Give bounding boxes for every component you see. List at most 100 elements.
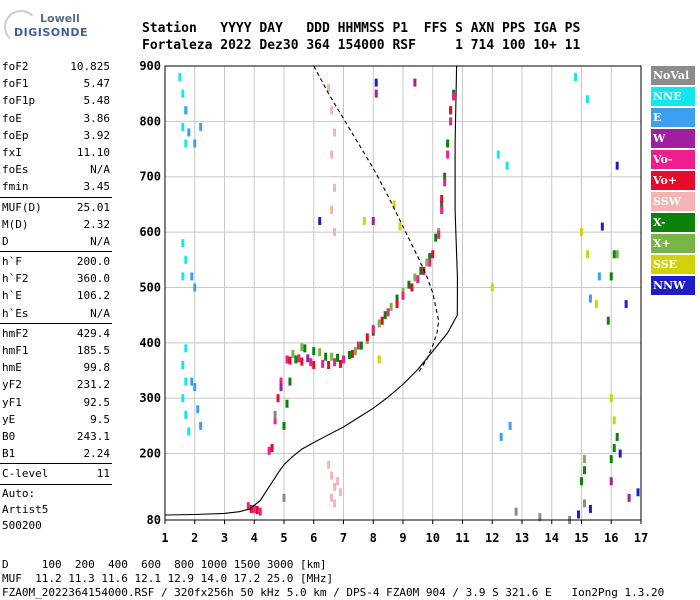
data-point-x	[312, 347, 316, 356]
param-divider	[0, 483, 112, 485]
data-point-vo	[276, 394, 280, 403]
data-point-vo	[300, 357, 304, 366]
param-row: yE 9.5	[0, 411, 112, 428]
param-divider	[0, 322, 112, 324]
data-point-e	[588, 294, 592, 303]
param-row: h`F 200.0	[0, 253, 112, 270]
data-point-noval	[514, 507, 518, 516]
data-point-nne	[181, 360, 185, 369]
data-point-e	[193, 139, 197, 148]
param-key: D	[2, 234, 9, 248]
param-key: MUF(D)	[2, 200, 42, 214]
data-point-w	[374, 89, 378, 98]
y-tick-label: 300	[139, 391, 161, 405]
data-point-vo	[452, 92, 456, 101]
data-point-vo	[321, 359, 325, 368]
data-point-e	[199, 421, 203, 430]
data-point-vo	[431, 250, 435, 259]
logo-line2: DIGISONDE	[14, 26, 88, 39]
param-row: B1 2.24	[0, 445, 112, 462]
data-point-sse	[362, 217, 366, 226]
data-point-sse	[398, 222, 402, 231]
data-point-nnw	[318, 217, 322, 226]
data-point-sse	[609, 394, 613, 403]
header-values: Fortaleza 2022 Dez30 364 154000 RSF 1 71…	[142, 38, 581, 53]
param-key: foEp	[2, 128, 29, 142]
y-tick-label: 80	[147, 513, 161, 527]
data-point-e	[508, 421, 512, 430]
data-point-vo	[395, 300, 399, 309]
y-tick-label: 800	[139, 114, 161, 128]
param-value: 243.1	[76, 429, 110, 443]
footer-file-info: FZA0M_2022364154000.RSF / 320fx256h 50 k…	[2, 586, 665, 599]
data-point-x	[303, 344, 307, 353]
param-row: hmE 99.8	[0, 359, 112, 376]
data-point-ssw	[330, 205, 334, 214]
profile-curve	[164, 65, 458, 516]
param-row: B0 243.1	[0, 428, 112, 445]
data-point-vo	[443, 178, 447, 187]
data-point-x	[419, 266, 423, 275]
data-point-x	[434, 233, 438, 242]
data-point-vo	[255, 506, 259, 515]
data-point-x	[443, 172, 447, 181]
y-tick-label: 600	[139, 225, 161, 239]
x-tick-label: 4	[251, 531, 258, 545]
data-point-vo	[267, 446, 271, 455]
legend-item: X+	[651, 234, 695, 253]
data-point-vo	[273, 416, 277, 425]
param-row: foEs N/A	[0, 161, 112, 178]
param-key: fmin	[2, 180, 29, 194]
data-point-vo	[440, 194, 444, 203]
param-value: 231.2	[76, 378, 110, 392]
autoscaling-info: 500200	[2, 518, 42, 532]
data-point-e	[190, 377, 194, 386]
param-row: M(D) 2.32	[0, 216, 112, 233]
data-point-ssw	[330, 471, 334, 480]
data-point-vo	[416, 275, 420, 284]
data-point-x	[615, 250, 619, 259]
data-point-vo	[246, 502, 250, 511]
x-tick-label: 12	[485, 531, 499, 545]
param-value: 185.5	[76, 344, 110, 357]
x-tick-label: 11	[455, 531, 469, 545]
param-value: 10.825	[70, 60, 110, 73]
y-tick-label: 400	[139, 336, 161, 350]
data-point-sse	[594, 300, 598, 309]
param-key: yF1	[2, 395, 22, 409]
data-point-ssw	[333, 482, 337, 491]
x-tick-label: 13	[515, 531, 529, 545]
x-tick-label: 2	[191, 531, 198, 545]
data-point-x	[446, 139, 450, 148]
x-tick-label: 10	[426, 531, 440, 545]
param-row: h`E 106.2	[0, 287, 112, 304]
data-point-ssw	[339, 488, 343, 497]
data-point-vo	[249, 504, 253, 513]
data-point-nne	[181, 272, 185, 281]
param-key: foE	[2, 111, 22, 125]
data-point-e	[597, 272, 601, 281]
data-point-x	[389, 302, 393, 311]
data-point-vo	[449, 117, 453, 126]
data-point-e	[193, 283, 197, 292]
param-value: 3.92	[83, 128, 111, 142]
legend-item: X-	[651, 213, 695, 232]
data-point-vo	[449, 106, 453, 115]
param-row: hmF1 185.5	[0, 342, 112, 359]
param-row: MUF(D) 25.01	[0, 199, 112, 216]
data-point-vo	[288, 356, 292, 365]
data-point-ssw	[330, 493, 334, 502]
data-point-w	[279, 383, 283, 392]
x-tick-label: 9	[399, 531, 406, 545]
data-point-x	[609, 455, 613, 464]
data-point-ssw	[333, 228, 337, 237]
param-key: hmF2	[2, 326, 29, 340]
param-key: foEs	[2, 163, 29, 177]
data-point-vo	[437, 230, 441, 239]
data-point-x	[282, 421, 286, 430]
legend-item: Vo-	[651, 150, 695, 169]
data-point-w	[371, 217, 375, 226]
data-point-nne	[181, 122, 185, 131]
data-point-x	[582, 466, 586, 475]
